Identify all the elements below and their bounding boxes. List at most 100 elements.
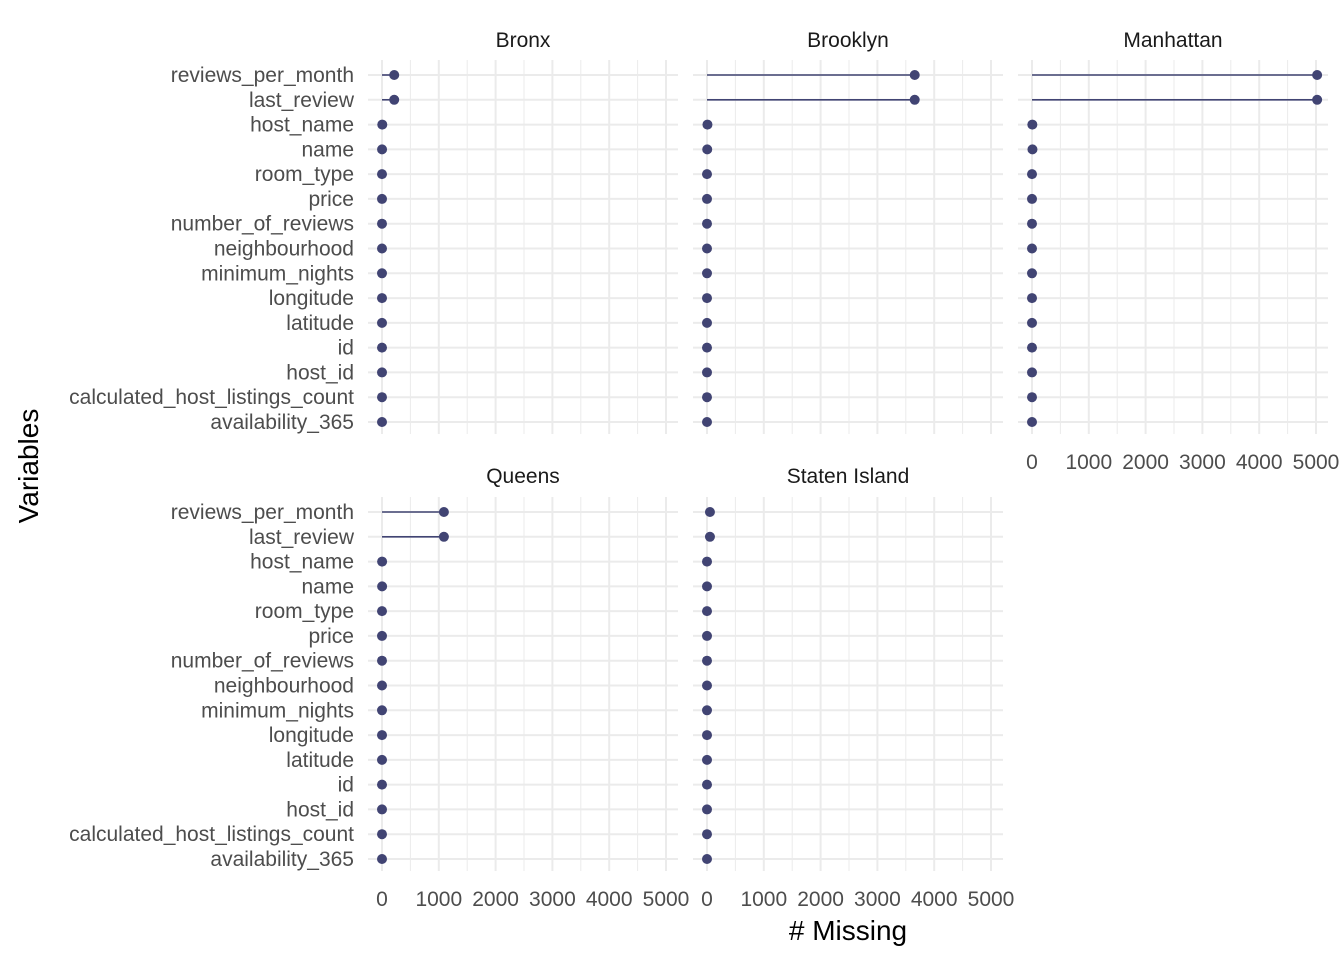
lollipop-point [1027,317,1037,328]
y-tick-label: longitude [269,287,354,310]
lollipop-point [702,829,712,840]
x-tick-label: 5000 [1293,451,1340,474]
y-tick-label: id [338,337,354,360]
lollipop-point [438,531,449,542]
lollipop-point [1312,70,1323,80]
facet-panels: Bronxreviews_per_monthlast_reviewhost_na… [69,29,1339,911]
lollipop-point [1027,218,1037,229]
lollipop-point [377,243,387,254]
lollipop-point [702,392,712,403]
y-tick-label: minimum_nights [201,699,354,722]
lollipop-point [1027,293,1037,304]
lollipop-point [1027,243,1037,254]
lollipop-point [704,531,715,542]
lollipop-point [438,507,449,517]
lollipop-point [377,680,387,691]
lollipop-point [702,193,712,204]
lollipop-point [702,754,712,765]
lollipop-point [704,507,715,517]
lollipop-point [702,218,712,229]
lollipop-point [1027,367,1037,378]
lollipop-point [702,730,712,741]
lollipop-point [1027,119,1038,130]
y-tick-label: latitude [286,749,354,772]
lollipop-point [702,119,713,130]
lollipop-point [702,630,712,641]
y-tick-label: reviews_per_month [171,64,354,87]
y-tick-label: name [301,575,354,598]
lollipop-point [702,854,712,864]
lollipop-point [389,70,400,80]
x-axis-title: # Missing [789,915,907,946]
x-tick-label: 2000 [1122,451,1169,474]
x-tick-label: 2000 [797,888,844,911]
x-tick-label: 2000 [472,888,519,911]
y-tick-label: latitude [286,312,354,335]
y-tick-label: host_name [250,551,354,574]
lollipop-point [377,829,387,840]
x-tick-label: 4000 [586,888,633,911]
lollipop-point [377,367,387,378]
lollipop-point [702,606,712,617]
lollipop-point [702,293,712,304]
lollipop-point [377,655,387,666]
x-tick-label: 5000 [643,888,690,911]
x-tick-label: 0 [701,888,713,911]
lollipop-point [377,342,387,353]
lollipop-point [389,94,400,105]
lollipop-point [377,754,387,765]
x-tick-label: 1000 [740,888,787,911]
y-tick-label: price [308,188,354,211]
y-axis-title: Variables [13,409,44,524]
lollipop-point [1027,193,1037,204]
y-tick-label: reviews_per_month [171,501,354,524]
y-tick-label: host_id [286,361,354,384]
facet-title: Staten Island [787,465,910,488]
y-tick-label: minimum_nights [201,262,354,285]
lollipop-point [377,854,387,864]
lollipop-point [377,317,387,328]
lollipop-point [377,218,387,229]
facet-panel: Brooklyn [693,29,1003,434]
y-tick-label: availability_365 [210,411,354,434]
lollipop-point [702,169,712,180]
x-tick-label: 1000 [1065,451,1112,474]
facet-panel: Manhattan 0 1000 2000 3000 4000 5000 [1018,29,1339,474]
y-tick-label: number_of_reviews [171,213,354,236]
lollipop-point [377,556,388,567]
x-tick-label: 1000 [415,888,462,911]
lollipop-point [377,293,387,304]
lollipop-point [1027,268,1037,279]
lollipop-point [377,144,388,155]
lollipop-point [377,119,388,130]
lollipop-point [1027,169,1037,180]
lollipop-point [702,317,712,328]
lollipop-point [702,417,712,427]
x-tick-label: 4000 [1236,451,1283,474]
lollipop-point [702,804,712,815]
lollipop-point [702,144,713,155]
lollipop-point [702,342,712,353]
lollipop-point [377,630,387,641]
lollipop-point [702,705,712,716]
x-tick-label: 3000 [854,888,901,911]
facet-title: Brooklyn [807,29,889,52]
y-tick-label: last_review [249,526,355,549]
y-tick-label: availability_365 [210,848,354,871]
lollipop-point [1027,144,1038,155]
y-tick-label: price [308,625,354,648]
x-tick-label: 3000 [529,888,576,911]
lollipop-point [1027,417,1037,427]
lollipop-point [909,94,920,105]
lollipop-point [377,268,387,279]
x-tick-label: 3000 [1179,451,1226,474]
lollipop-point [702,243,712,254]
facet-title: Bronx [496,29,551,52]
lollipop-point [702,779,712,790]
lollipop-point [909,70,920,80]
lollipop-point [1027,342,1037,353]
lollipop-point [702,556,712,567]
x-tick-label: 4000 [911,888,958,911]
y-tick-label: longitude [269,724,354,747]
